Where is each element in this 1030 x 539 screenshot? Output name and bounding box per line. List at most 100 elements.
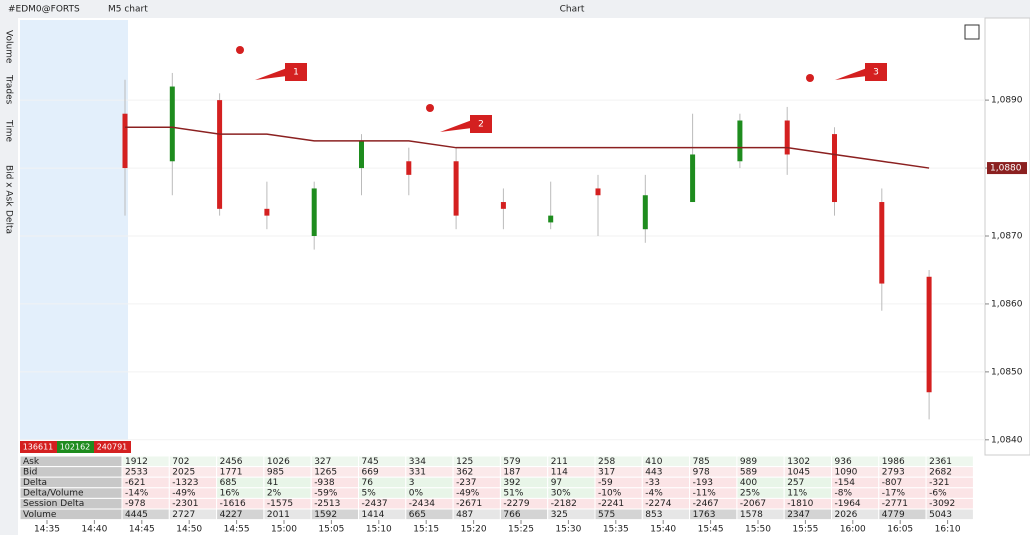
table-value: 936 [835, 457, 852, 467]
last-price-tag [987, 162, 1027, 175]
table-value: 3 [409, 478, 415, 488]
profile-total: 136611 [23, 443, 54, 452]
table-value: -1810 [787, 499, 813, 509]
table-value: -49% [456, 489, 480, 499]
table-value: 25% [740, 489, 760, 499]
table-value: 97 [551, 478, 562, 488]
table-value: 1414 [362, 510, 385, 520]
x-tick-label: 15:55 [792, 525, 818, 535]
table-value: 2026 [835, 510, 858, 520]
table-value: 334 [409, 457, 426, 467]
table-value: 702 [172, 457, 189, 467]
x-tick-label: 15:00 [271, 525, 297, 535]
table-value: -3092 [929, 499, 955, 509]
table-value: 1912 [125, 457, 148, 467]
table-value: -1964 [835, 499, 861, 509]
table-value: -33 [645, 478, 660, 488]
x-tick-label: 14:40 [81, 525, 107, 535]
table-value: -2301 [172, 499, 198, 509]
timeframe[interactable]: M5 chart [108, 5, 148, 15]
table-value: -17% [882, 489, 906, 499]
table-value: 16% [220, 489, 240, 499]
table-value: -6% [929, 489, 947, 499]
table-value: -11% [693, 489, 717, 499]
side-tab[interactable]: Time [4, 119, 14, 142]
candle-body [359, 140, 364, 169]
scroll-button[interactable] [964, 24, 980, 40]
table-value: 1045 [787, 467, 810, 477]
table-value: 443 [645, 467, 662, 477]
table-value: -2513 [314, 499, 340, 509]
profile-total-bg [20, 441, 57, 453]
table-value: -59% [314, 489, 338, 499]
table-value: 985 [267, 467, 284, 477]
table-value: 4445 [125, 510, 148, 520]
side-tab[interactable]: Bid x Ask [4, 165, 14, 207]
table-value: 785 [693, 457, 710, 467]
side-tab[interactable]: Trades [4, 74, 14, 105]
row-label: Session Delta [23, 499, 84, 509]
candle-body [832, 134, 837, 203]
table-value: 325 [551, 510, 568, 520]
table-value: 1986 [882, 457, 905, 467]
side-tab[interactable]: Delta [4, 210, 14, 234]
table-value: -14% [125, 489, 149, 499]
y-tick-label: 1,0860 [991, 299, 1023, 309]
price-axis [984, 17, 1030, 456]
table-value: 669 [362, 467, 379, 477]
table-value: -807 [882, 478, 902, 488]
table-value: -2771 [882, 499, 908, 509]
table-value: 257 [787, 478, 804, 488]
candle-body [500, 202, 506, 209]
table-value: 327 [314, 457, 331, 467]
table-value: 51% [503, 489, 523, 499]
table-value: -8% [835, 489, 853, 499]
annotation-callout [255, 68, 287, 80]
table-value: -2671 [456, 499, 482, 509]
x-tick-label: 16:00 [840, 525, 866, 535]
annotation-box [285, 63, 307, 81]
table-value: -2241 [598, 499, 624, 509]
table-value: 487 [456, 510, 473, 520]
candle-body [926, 276, 932, 393]
x-tick-label: 15:15 [413, 525, 439, 535]
symbol[interactable]: #EDM0@FORTS [8, 5, 80, 15]
table-value: -4% [645, 489, 663, 499]
annotation-label: 1 [293, 68, 299, 78]
table-value: -49% [172, 489, 196, 499]
table-value: 665 [409, 510, 426, 520]
x-tick-label: 15:35 [603, 525, 629, 535]
profile-total: 102162 [60, 443, 91, 452]
x-tick-label: 16:05 [887, 525, 913, 535]
table-value: 1592 [314, 510, 337, 520]
x-tick-label: 15:40 [650, 525, 676, 535]
table-value: -978 [125, 499, 146, 509]
table-value: 2727 [172, 510, 195, 520]
table-value: 4227 [220, 510, 243, 520]
table-value: -59 [598, 478, 613, 488]
x-tick-label: 15:50 [745, 525, 771, 535]
table-value: -1575 [267, 499, 293, 509]
annotation-dot [806, 74, 814, 82]
table-value: -193 [693, 478, 713, 488]
side-tab[interactable]: Volume [4, 30, 14, 64]
annotation-label: 2 [478, 120, 484, 130]
y-tick-label: 1,0890 [991, 96, 1023, 106]
candle-body [595, 188, 601, 196]
table-value: 41 [267, 478, 278, 488]
moving-average [125, 126, 930, 169]
table-value: -2467 [693, 499, 719, 509]
table-cell [925, 508, 974, 521]
row-label: Delta [23, 478, 47, 488]
table-value: 2% [267, 489, 282, 499]
x-tick-label: 14:45 [129, 525, 155, 535]
table-value: -154 [835, 478, 856, 488]
table-value: -1616 [220, 499, 246, 509]
x-tick-label: 15:05 [318, 525, 344, 535]
table-value: 978 [693, 467, 710, 477]
table-value: 392 [503, 478, 520, 488]
table-value: -2279 [503, 499, 529, 509]
table-value: 2793 [882, 467, 905, 477]
candle-body [122, 113, 128, 169]
profile-area [20, 20, 128, 440]
